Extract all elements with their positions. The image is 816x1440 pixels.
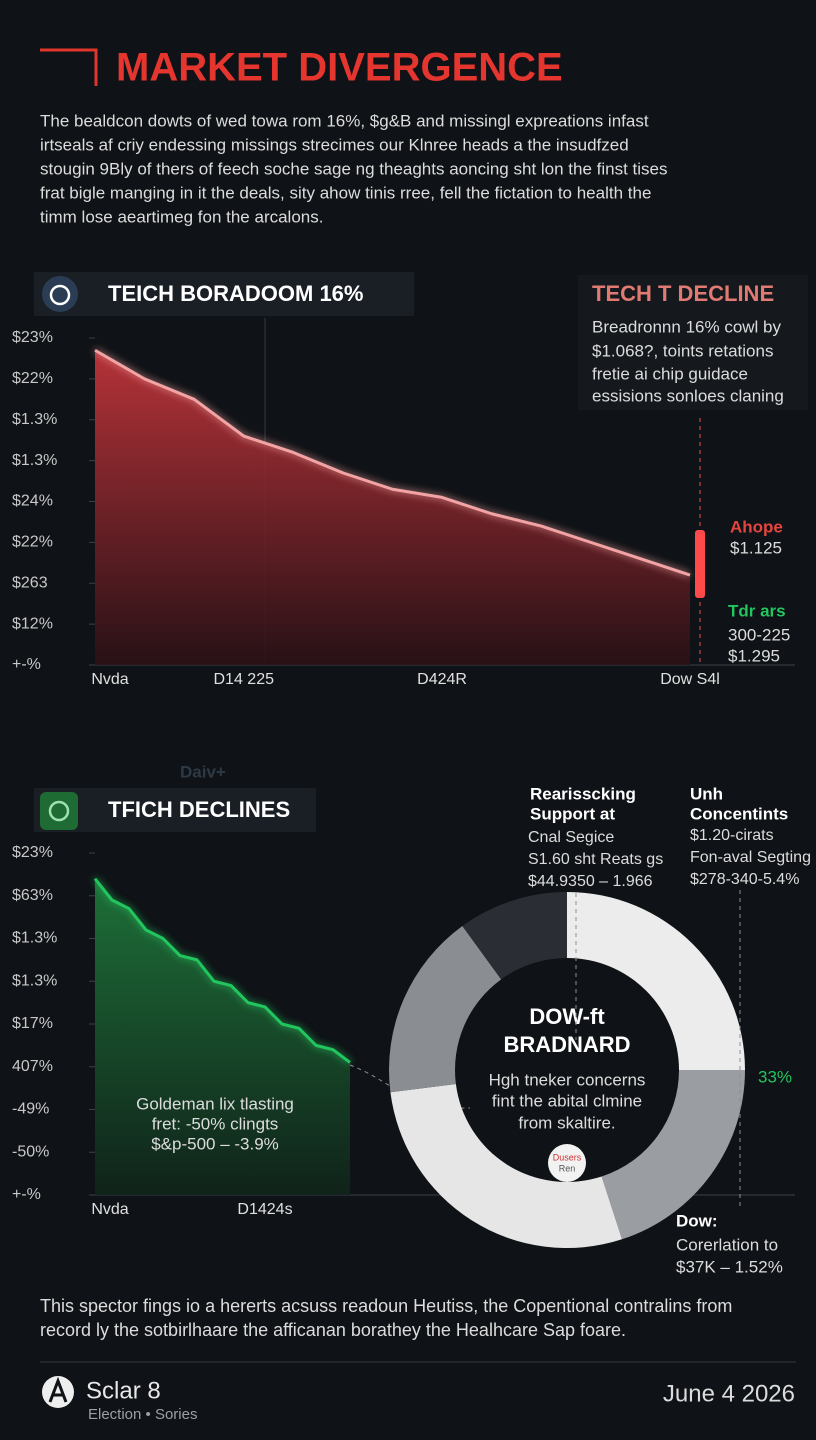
icon: [40, 792, 78, 830]
badge-text: Ren: [559, 1163, 576, 1173]
donut-segment: [462, 892, 567, 980]
annotation: 33%: [758, 1067, 792, 1086]
center-text: Hgh tneker concerns: [489, 1070, 646, 1089]
icon: [48, 800, 70, 822]
y-tick-label: $1.3%: [12, 411, 57, 428]
callout-line: $1.20-cirats: [690, 827, 774, 844]
panel-title: TFICH DECLINES: [108, 797, 290, 822]
x-tick-label: D14 225: [214, 671, 275, 688]
annotation: fret: -50% clingts: [152, 1114, 279, 1133]
y-tick-label: $63%: [12, 887, 53, 904]
line: [94, 348, 691, 577]
callout-title: Concentints: [690, 804, 788, 823]
title: MARKET DIVERGENCE: [116, 46, 563, 90]
y-tick-label: $1.3%: [12, 930, 57, 947]
area-fill: [95, 350, 690, 665]
x-tick-label: Dow S4l: [660, 671, 720, 688]
callout-title: Unh: [690, 784, 723, 803]
marker: [695, 530, 705, 598]
donut-segment: [389, 925, 502, 1093]
annotation: Ahope: [730, 517, 783, 536]
y-tick-label: $17%: [12, 1015, 53, 1032]
x-tick-label: Nvda: [91, 1201, 128, 1218]
date: June 4 2026: [663, 1380, 795, 1407]
panel-header: [34, 788, 316, 832]
annotation: $&p-500 – -3.9%: [151, 1134, 279, 1153]
annotation: 300-225: [728, 625, 790, 644]
callout-line: $37K – 1.52%: [676, 1257, 783, 1276]
plots: $23% $22% $1.3% $1.3% $24% $22% $263 $12% +-% Nvd…: [12, 329, 720, 1218]
y-tick-label: +-%: [12, 1186, 41, 1203]
callout-title: Rearisscking: [530, 784, 636, 803]
y-tick-label: $12%: [12, 615, 53, 632]
callout-line: S1.60 sht Reats gs: [528, 851, 663, 868]
line: [93, 877, 351, 1064]
brand: Sclar 8: [86, 1377, 161, 1404]
intro-line: stougin 9Bly of thers of feech soche sag…: [40, 159, 668, 178]
x-tick-label: D424R: [417, 671, 467, 688]
y-tick-label: -50%: [12, 1143, 49, 1160]
intro-line: timm lose aeartimeg fon the arcalons.: [40, 207, 323, 226]
callout-line: fretie ai chip guidace: [592, 364, 748, 383]
x-tick-label: D1424s: [237, 1201, 292, 1218]
callout-line: Breadronnn 16% cowl by: [592, 317, 782, 336]
x-tick-label: Nvda: [91, 671, 128, 688]
annotation: Daiv+: [180, 762, 226, 781]
logo: [48, 1376, 68, 1403]
donut-segment: [390, 1084, 623, 1248]
callout-title: Dow:: [676, 1211, 718, 1230]
y-tick-label: -49%: [12, 1101, 49, 1118]
panel-title: TEICH BORADOOM 16%: [108, 281, 363, 306]
callout-line: $278-340-5.4%: [690, 871, 799, 888]
callout-title: TECH T DECLINE: [592, 281, 774, 306]
y-tick-label: $22%: [12, 370, 53, 387]
callout-line: Cnal Segice: [528, 829, 614, 846]
annotation: $1.125: [730, 538, 782, 557]
badge-text: Dusers: [553, 1152, 582, 1162]
intro-line: irtseals af criy endessing missings stre…: [40, 135, 629, 154]
center-text: fint the abital clmine: [492, 1091, 642, 1110]
icon: [42, 276, 78, 312]
y-tick-label: $1.3%: [12, 972, 57, 989]
annotation: $1.295: [728, 646, 780, 665]
title-corner: [40, 48, 98, 86]
panel-header: [34, 272, 414, 316]
brand-sub: Election • Sories: [88, 1406, 197, 1423]
annotation: Tdr ars: [728, 601, 786, 620]
donut-segment: [567, 892, 745, 1070]
y-tick-label: +-%: [12, 656, 41, 673]
donut-segment: [601, 1070, 745, 1240]
center-title: DOW-ft: [529, 1004, 605, 1029]
center-title: BRADNARD: [503, 1032, 630, 1057]
y-tick-label: $22%: [12, 534, 53, 551]
callout-line: Fon-aval Segting: [690, 849, 811, 866]
footer-text: record ly the sotbirlhaare the afficanan…: [40, 1320, 626, 1340]
callout-line: $44.9350 – 1.966: [528, 873, 653, 890]
y-tick-label: $24%: [12, 493, 53, 510]
y-tick-label: $23%: [12, 844, 53, 861]
badge: [548, 1144, 586, 1182]
footer-text: This spector fings io a hererts acsuss r…: [40, 1296, 732, 1316]
callout-line: essisions sonloes claning: [592, 386, 784, 405]
intro-line: frat bigle manging in it the deals, sity…: [40, 183, 651, 202]
y-tick-label: $263: [12, 574, 48, 591]
callout-line: Corerlation to: [676, 1235, 778, 1254]
callout-box: [578, 275, 808, 410]
intro: The bealdcon dowts of wed towa rom 16%, …: [40, 111, 668, 226]
y-tick-label: 407%: [12, 1058, 53, 1075]
y-tick-label: $23%: [12, 329, 53, 346]
intro-line: The bealdcon dowts of wed towa rom 16%, …: [40, 111, 649, 130]
callout-title: Support at: [530, 804, 615, 823]
center-text: from skaltire.: [518, 1113, 615, 1132]
y-tick-label: $1.3%: [12, 452, 57, 469]
area-fill: [95, 878, 350, 1195]
annotation: Goldeman lix tlasting: [136, 1094, 294, 1113]
icon: [49, 284, 71, 306]
callout-line: $1.068?, toints retations: [592, 341, 773, 360]
